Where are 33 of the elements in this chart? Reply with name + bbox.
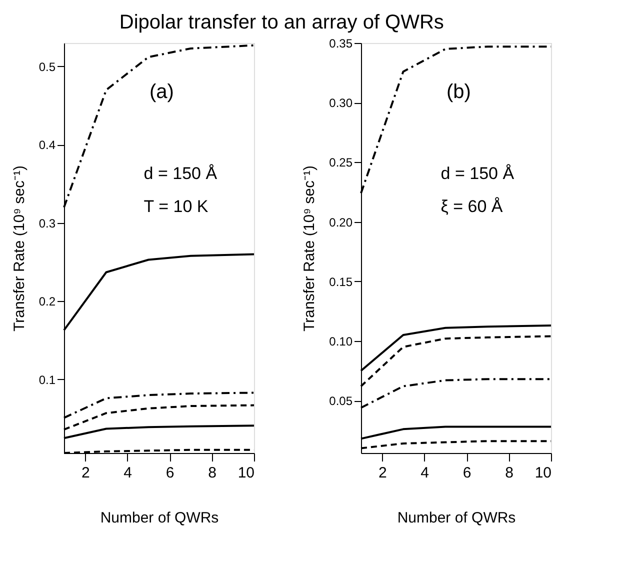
y-tick-label: 0.1: [38, 372, 56, 387]
y-tick-label: 0.5: [38, 60, 56, 74]
x-tick-label: 10: [534, 464, 552, 482]
x-tick-label: 2: [378, 464, 387, 482]
y-tick-label: 0.20: [329, 215, 353, 230]
annotation: d = 150 Å: [144, 164, 218, 184]
x-tick-label: 8: [505, 464, 514, 482]
annotation: T = 10 K: [144, 197, 209, 216]
y-tick-label: 0.25: [329, 156, 353, 170]
annotation: (b): [446, 81, 471, 104]
x-tick-label: 8: [208, 464, 216, 482]
y-axis-title: Transfer Rate (10⁹ sec⁻¹): [10, 166, 28, 332]
y-tick-label: 0.2: [38, 294, 56, 309]
y-axis-title: Transfer Rate (10⁹ sec⁻¹): [301, 166, 318, 332]
x-tick-label: 2: [81, 464, 90, 482]
x-axis-title: Number of QWRs: [397, 510, 516, 526]
x-tick-label: 6: [166, 464, 174, 482]
y-tick-label: 0.15: [329, 274, 353, 289]
y-tick-label: 0.10: [329, 334, 353, 348]
chart-title: Dipolar transfer to an array of QWRs: [119, 12, 444, 34]
x-axis-title: Number of QWRs: [100, 510, 219, 526]
y-tick-label: 0.3: [38, 216, 56, 230]
y-tick-label: 0.05: [329, 394, 353, 408]
x-tick-label: 4: [124, 464, 132, 482]
annotation: (a): [150, 81, 174, 104]
annotation: ξ = 60 Å: [440, 197, 504, 216]
y-tick-label: 0.35: [329, 36, 353, 50]
y-tick-label: 0.30: [329, 96, 353, 110]
y-tick-label: 0.4: [38, 138, 56, 152]
x-tick-label: 6: [462, 464, 472, 482]
annotation: d = 150 Å: [440, 164, 515, 184]
x-tick-label: 4: [420, 464, 430, 482]
x-tick-label: 10: [238, 464, 254, 482]
